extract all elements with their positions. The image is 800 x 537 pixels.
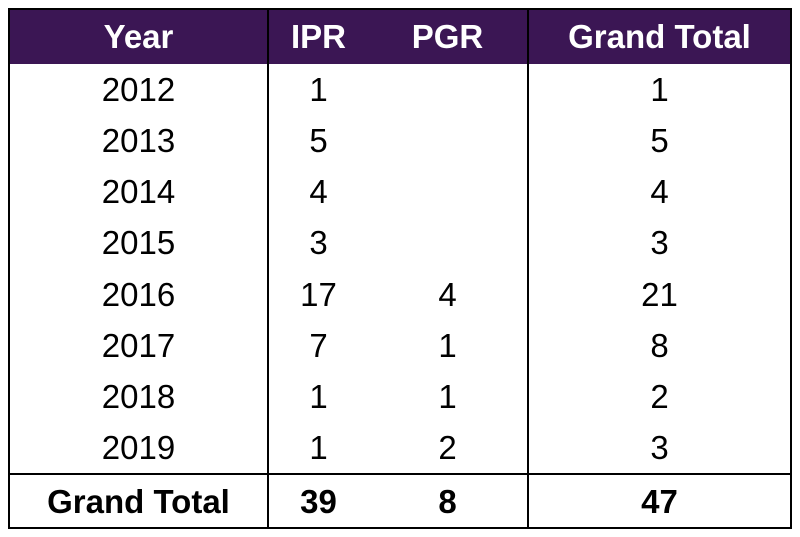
table-row: 2014 4 4	[10, 166, 790, 218]
grand-total-ipr: 39	[268, 473, 368, 528]
cell-year: 2016	[10, 269, 269, 321]
table-row: 2015 3 3	[10, 217, 790, 269]
cell-pgr	[368, 166, 529, 218]
header-year: Year	[10, 10, 269, 64]
header-ipr: IPR	[290, 18, 346, 55]
cell-year: 2014	[10, 166, 269, 218]
summary-table-frame: Year IPR PGR Grand Total 2012 1 1 2013 5…	[8, 8, 792, 529]
table-row: 2016 17 4 21	[10, 269, 790, 321]
cell-year: 2019	[10, 422, 269, 474]
cell-total: 21	[641, 275, 678, 313]
table-row: 2018 1 1 2	[10, 371, 790, 423]
cell-ipr: 7	[309, 326, 328, 364]
cell-pgr: 2	[368, 422, 529, 474]
cell-year: 2013	[10, 115, 269, 167]
cell-total: 5	[650, 121, 669, 159]
cell-total: 2	[650, 378, 669, 416]
cell-pgr: 4	[368, 269, 529, 321]
cell-year: 2018	[10, 371, 269, 423]
cell-ipr: 3	[309, 224, 328, 262]
table-row: 2017 7 1 8	[10, 320, 790, 372]
cell-pgr: 1	[368, 320, 529, 372]
cell-ipr: 1	[309, 378, 328, 416]
cell-total: 4	[650, 173, 669, 211]
cell-total: 3	[650, 224, 669, 262]
cell-total: 8	[650, 326, 669, 364]
cell-ipr: 4	[309, 173, 328, 211]
grand-total-label: Grand Total	[10, 473, 269, 528]
cell-pgr	[368, 115, 529, 167]
cell-total: 1	[650, 70, 669, 108]
cell-ipr: 5	[309, 121, 328, 159]
table-row: 2013 5 5	[10, 115, 790, 167]
cell-pgr	[368, 217, 529, 269]
grand-total-value: 47	[528, 473, 790, 528]
grand-total-pgr: 8	[368, 473, 529, 528]
cell-pgr	[368, 64, 529, 116]
header-grand-total: Grand Total	[568, 18, 751, 55]
table-row: 2012 1 1	[10, 64, 790, 116]
grand-total-row: Grand Total 39 8 47	[10, 473, 790, 528]
header-row: Year IPR PGR Grand Total	[10, 10, 790, 64]
cell-year: 2015	[10, 217, 269, 269]
cell-year: 2017	[10, 320, 269, 372]
summary-table: Year IPR PGR Grand Total 2012 1 1 2013 5…	[10, 10, 790, 528]
cell-total: 3	[650, 428, 669, 466]
cell-ipr: 1	[309, 428, 328, 466]
cell-year: 2012	[10, 64, 269, 116]
header-pgr: PGR	[368, 10, 529, 64]
table-row: 2019 1 2 3	[10, 422, 790, 474]
cell-pgr: 1	[368, 371, 529, 423]
cell-ipr: 1	[309, 70, 328, 108]
cell-ipr: 17	[300, 275, 337, 313]
